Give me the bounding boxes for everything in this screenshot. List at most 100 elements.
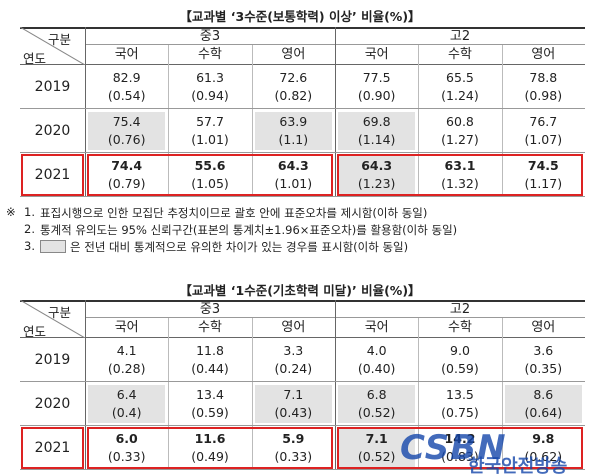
v-line <box>251 318 253 470</box>
cell-value: 6.0 <box>115 431 138 446</box>
year-cell: 2020 <box>34 123 71 139</box>
group-header: 중3 <box>85 302 335 318</box>
cell-value: 69.8 <box>362 114 391 129</box>
cell-se: (1.05) <box>191 176 229 191</box>
v-line <box>168 318 170 470</box>
cell-se: (0.49) <box>191 449 229 464</box>
cell-value: 63.9 <box>279 114 308 129</box>
subject-header: 영어 <box>281 320 306 335</box>
subject-header: 영어 <box>531 320 556 335</box>
cell-se: (0.52) <box>357 449 396 464</box>
subject-header: 국어 <box>114 320 139 335</box>
v-line <box>501 318 503 470</box>
cell-value: 14.2 <box>444 431 476 446</box>
row-border <box>20 152 585 153</box>
cell-se: (0.4) <box>111 405 142 420</box>
watermark-text: 한국안전방송 <box>468 456 568 474</box>
note-text: 통계적 유의도는 95% 신뢰구간(표본의 통계치±1.96×표준오차)를 활용… <box>40 223 458 237</box>
cell-value: 4.0 <box>366 343 387 358</box>
year-cell: 2021 <box>34 440 71 456</box>
cell-se: (0.94) <box>191 88 229 103</box>
cell-value: 4.1 <box>116 343 137 358</box>
v-line <box>418 45 420 197</box>
v-line <box>168 45 170 197</box>
cell-value: 3.6 <box>533 343 554 358</box>
shaded-cell <box>337 112 416 150</box>
watermark-logo: CSBN <box>400 428 507 468</box>
cell-value: 64.3 <box>277 158 309 173</box>
group-header: 고2 <box>334 302 585 318</box>
highlight-box <box>87 154 333 196</box>
subject-header: 영어 <box>531 47 556 62</box>
row-border <box>20 381 585 382</box>
cell-value: 75.4 <box>112 114 141 129</box>
cell-se: (1.17) <box>524 176 563 191</box>
subject-header: 국어 <box>364 320 389 335</box>
corner-diagonal <box>20 300 85 338</box>
shaded-cell <box>88 385 166 423</box>
subject-header: 수학 <box>198 47 222 62</box>
cell-value: 8.6 <box>533 387 554 402</box>
cell-se: (1.1) <box>278 132 309 147</box>
corner-top: 구분 <box>48 32 72 47</box>
cell-value: 61.3 <box>196 70 224 85</box>
cell-se: (0.90) <box>357 88 396 103</box>
header-bg <box>20 302 585 338</box>
cell-se: (0.79) <box>107 176 146 191</box>
shaded-cell <box>337 385 416 423</box>
highlight-box <box>21 427 84 469</box>
cell-se: (0.59) <box>441 361 479 376</box>
note-mark: ※ <box>6 205 16 219</box>
cell-value: 6.8 <box>366 387 387 402</box>
shaded-cell <box>254 385 332 423</box>
corner-top: 구분 <box>48 305 72 320</box>
header-bg <box>20 29 585 65</box>
shaded-cell <box>88 112 166 150</box>
cell-se: (0.44) <box>191 361 229 376</box>
note-text: 은 전년 대비 통계적으로 유의한 차이가 있는 경우를 표시함(이하 동일) <box>70 240 409 254</box>
cell-value: 72.6 <box>279 70 308 85</box>
cell-value: 65.5 <box>446 70 474 85</box>
cell-se: (1.07) <box>524 132 563 147</box>
highlight-box <box>336 154 583 196</box>
cell-se: (0.54) <box>107 88 146 103</box>
v-line <box>85 27 86 197</box>
row-border <box>20 108 585 109</box>
cell-value: 11.8 <box>196 343 224 358</box>
cell-se: (1.01) <box>191 132 229 147</box>
shaded-cell <box>337 156 416 194</box>
row-border <box>20 469 585 470</box>
cell-value: 11.6 <box>194 431 226 446</box>
cell-se: (0.35) <box>524 361 563 376</box>
cell-value: 60.8 <box>446 114 474 129</box>
cell-se: (0.33) <box>107 449 146 464</box>
subject-header: 국어 <box>114 47 139 62</box>
cell-se: (0.43) <box>274 405 313 420</box>
cell-se: (0.64) <box>524 405 563 420</box>
cell-se: (0.28) <box>107 361 146 376</box>
highlight-box <box>336 427 583 469</box>
cell-value: 57.7 <box>196 114 224 129</box>
note-number: 3. <box>24 239 35 253</box>
cell-se: (0.40) <box>357 361 396 376</box>
year-cell: 2021 <box>34 167 71 183</box>
group-header: 중3 <box>85 29 335 45</box>
cell-value: 64.3 <box>361 158 393 173</box>
year-cell: 2020 <box>34 396 71 412</box>
cell-se: (1.32) <box>441 176 479 191</box>
highlight-box <box>87 427 333 469</box>
note-number: 1. <box>24 205 35 219</box>
v-line <box>501 45 503 197</box>
table-top-border <box>20 300 585 302</box>
cell-value: 74.4 <box>111 158 143 173</box>
cell-se: (0.98) <box>524 88 563 103</box>
cell-value: 5.9 <box>282 431 305 446</box>
subject-header: 국어 <box>364 47 389 62</box>
subject-header: 영어 <box>281 47 306 62</box>
cell-se: (0.59) <box>191 405 229 420</box>
year-cell: 2019 <box>34 352 71 368</box>
shaded-cell <box>337 429 416 467</box>
subject-header: 수학 <box>198 320 222 335</box>
table-title: 【교과별 ‘1수준(기초학력 미달)’ 비율(%)】 <box>179 283 421 298</box>
